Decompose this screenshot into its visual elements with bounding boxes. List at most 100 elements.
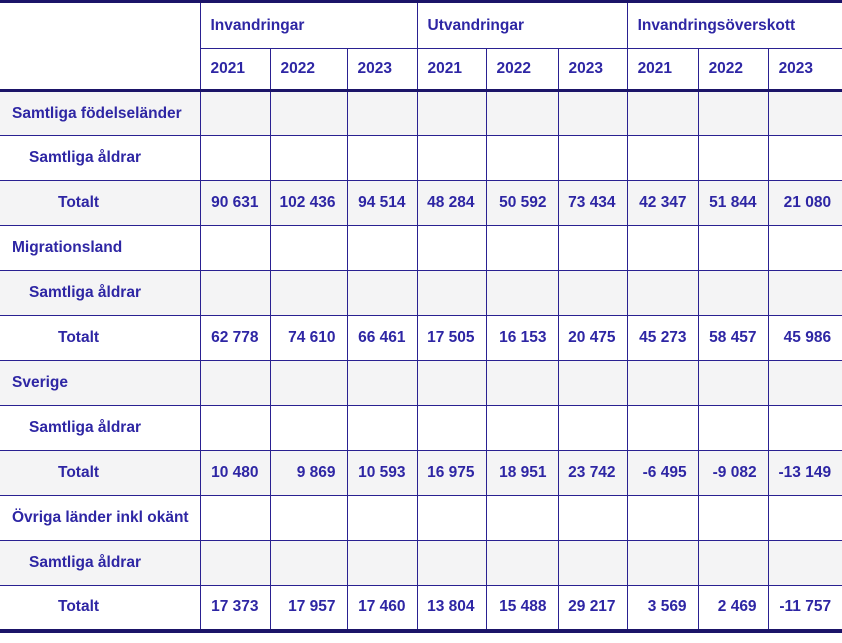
- table-row-total: Totalt 17 373 17 957 17 460 13 804 15 48…: [0, 585, 842, 631]
- value-cell: 2 469: [697, 585, 769, 631]
- row-label: Samtliga födelseländer: [0, 90, 201, 136]
- value-cell: [767, 405, 842, 451]
- value-cell: [697, 90, 769, 136]
- value-cell: [269, 270, 348, 316]
- value-cell: [557, 270, 628, 316]
- value-cell: [697, 405, 769, 451]
- value-cell: [346, 360, 418, 406]
- value-cell: 73 434: [557, 180, 628, 226]
- table-row-birth-country: Övriga länder inkl okänt: [0, 495, 842, 541]
- value-cell: [416, 270, 487, 316]
- value-cell: [416, 405, 487, 451]
- value-cell: [416, 90, 487, 136]
- value-cell: 10 593: [346, 450, 418, 496]
- value-cell: -11 757: [767, 585, 842, 631]
- value-cell: [269, 225, 348, 271]
- value-cell: [697, 540, 769, 586]
- year-header: 2021: [416, 48, 487, 92]
- value-cell: [346, 90, 418, 136]
- value-cell: [416, 225, 487, 271]
- value-cell: -9 082: [697, 450, 769, 496]
- row-label: Samtliga åldrar: [0, 270, 201, 316]
- value-cell: [346, 495, 418, 541]
- value-cell: [199, 225, 271, 271]
- table-row-age: Samtliga åldrar: [0, 135, 842, 181]
- value-cell: 10 480: [199, 450, 271, 496]
- row-label: Totalt: [0, 450, 201, 496]
- column-group-invandringsoverskott: Invandringsöverskott: [626, 1, 842, 49]
- value-cell: [767, 495, 842, 541]
- value-cell: [557, 495, 628, 541]
- value-cell: 18 951: [485, 450, 559, 496]
- corner-cell: [0, 1, 200, 92]
- table-row-total: Totalt 62 778 74 610 66 461 17 505 16 15…: [0, 315, 842, 361]
- value-cell: [697, 360, 769, 406]
- row-label: Totalt: [0, 585, 201, 631]
- value-cell: [416, 135, 487, 181]
- value-cell: [626, 540, 699, 586]
- value-cell: [416, 495, 487, 541]
- value-cell: 15 488: [485, 585, 559, 631]
- value-cell: [199, 540, 271, 586]
- column-group-utvandringar: Utvandringar: [416, 1, 628, 49]
- value-cell: [485, 270, 559, 316]
- row-label: Sverige: [0, 360, 201, 406]
- row-label: Övriga länder inkl okänt: [0, 495, 201, 541]
- year-header: 2023: [767, 48, 842, 92]
- row-label: Samtliga åldrar: [0, 540, 201, 586]
- value-cell: [697, 495, 769, 541]
- table-row-birth-country: Sverige: [0, 360, 842, 406]
- value-cell: 45 273: [626, 315, 699, 361]
- value-cell: 45 986: [767, 315, 842, 361]
- value-cell: 102 436: [269, 180, 348, 226]
- value-cell: [199, 360, 271, 406]
- value-cell: [767, 270, 842, 316]
- value-cell: [626, 225, 699, 271]
- value-cell: 50 592: [485, 180, 559, 226]
- table-row-total: Totalt 90 631 102 436 94 514 48 284 50 5…: [0, 180, 842, 226]
- value-cell: [767, 135, 842, 181]
- value-cell: [557, 90, 628, 136]
- value-cell: 42 347: [626, 180, 699, 226]
- table-row-birth-country: Samtliga födelseländer: [0, 90, 842, 136]
- year-header: 2022: [485, 48, 559, 92]
- group-header-row: Invandringar Utvandringar Invandringsöve…: [0, 1, 842, 92]
- value-cell: [557, 360, 628, 406]
- value-cell: [269, 360, 348, 406]
- column-group-invandringar: Invandringar: [199, 1, 418, 49]
- value-cell: [485, 495, 559, 541]
- year-header-row: 2021 2022 2023 2021 2022 2023 2021 2022 …: [0, 48, 842, 92]
- value-cell: [199, 90, 271, 136]
- value-cell: [269, 495, 348, 541]
- value-cell: [485, 90, 559, 136]
- value-cell: [767, 225, 842, 271]
- year-header: 2022: [697, 48, 769, 92]
- table-row-age: Samtliga åldrar: [0, 540, 842, 586]
- value-cell: 21 080: [767, 180, 842, 226]
- value-cell: [626, 360, 699, 406]
- value-cell: [269, 540, 348, 586]
- value-cell: 17 460: [346, 585, 418, 631]
- value-cell: [485, 360, 559, 406]
- value-cell: [626, 90, 699, 136]
- table-row-age: Samtliga åldrar: [0, 270, 842, 316]
- value-cell: 17 957: [269, 585, 348, 631]
- value-cell: 90 631: [199, 180, 271, 226]
- value-cell: [626, 270, 699, 316]
- row-label: Samtliga åldrar: [0, 135, 201, 181]
- value-cell: [346, 135, 418, 181]
- value-cell: [767, 540, 842, 586]
- value-cell: 74 610: [269, 315, 348, 361]
- table-row-total: Totalt 10 480 9 869 10 593 16 975 18 951…: [0, 450, 842, 496]
- value-cell: [697, 135, 769, 181]
- value-cell: 23 742: [557, 450, 628, 496]
- year-header: 2023: [557, 48, 628, 92]
- value-cell: [697, 225, 769, 271]
- year-header: 2021: [626, 48, 699, 92]
- value-cell: 17 373: [199, 585, 271, 631]
- value-cell: [557, 225, 628, 271]
- value-cell: [346, 270, 418, 316]
- value-cell: [346, 225, 418, 271]
- value-cell: 9 869: [269, 450, 348, 496]
